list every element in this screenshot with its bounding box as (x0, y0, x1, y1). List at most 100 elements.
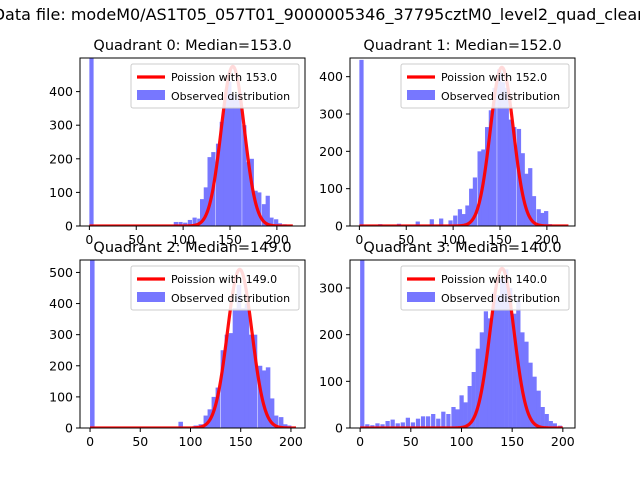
histogram-bar (469, 188, 474, 226)
legend-box (400, 265, 570, 311)
subplot-quadrant-3: 0 50 100 150 200 0 100 200 300 Poission with 140.… (319, 240, 576, 449)
histogram-bar (282, 424, 288, 428)
histogram-bar (410, 422, 416, 428)
histogram-bar (89, 58, 94, 226)
histogram-bar (236, 284, 242, 428)
histogram-bar (524, 173, 529, 226)
histogram-bar (240, 308, 246, 428)
histogram-bar (265, 367, 271, 428)
histogram-bar (269, 398, 275, 428)
histogram-bar (242, 125, 247, 226)
y-tick-label: 0 (65, 421, 73, 436)
y-tick-label: 0 (335, 219, 343, 234)
histogram-bar (475, 348, 480, 428)
histogram-bar (375, 423, 380, 428)
histogram-bar (461, 214, 466, 226)
histogram-bar (492, 87, 497, 226)
histogram-bar (232, 308, 238, 428)
histogram-bar (219, 121, 224, 226)
figure-title: Data file: modeM0/AS1T05_057T01_90000053… (0, 5, 640, 25)
legend-box (400, 63, 570, 109)
subplot-title: Quadrant 1: Median=152.0 (363, 38, 561, 54)
x-tick-label: 100 (171, 232, 195, 247)
plot-area (358, 59, 570, 226)
plot-area (88, 260, 298, 428)
x-tick-label: 150 (500, 434, 524, 449)
legend-label-poisson: Poission with 153.0 (171, 71, 277, 84)
subplot-title: Quadrant 2: Median=149.0 (93, 240, 291, 256)
x-tick-label: 50 (403, 434, 419, 449)
histogram-bar (528, 362, 533, 428)
histogram-bar (531, 196, 537, 226)
histogram-bar (540, 407, 545, 428)
histogram-bar (487, 318, 493, 428)
histogram-bar (477, 151, 482, 226)
legend-label-poisson: Poission with 152.0 (441, 71, 547, 84)
y-tick-label: 400 (319, 69, 343, 84)
subplot-quadrant-2: 0 50 100 150 200 0 100 200 300 400 500 Poission wit… (49, 240, 306, 449)
histogram-bar (227, 81, 232, 226)
axes-frame (79, 57, 306, 227)
histogram-bar (465, 205, 470, 226)
histogram-bar (536, 209, 541, 226)
legend-label-observed: Observed distribution (441, 90, 560, 103)
y-tick-label: 300 (319, 281, 343, 296)
x-tick-label: 150 (488, 232, 512, 247)
legend-box (130, 63, 300, 109)
histogram-bar (224, 334, 230, 428)
histogram-bar (228, 333, 234, 428)
histogram-bar (261, 204, 267, 226)
histogram-bar (230, 94, 235, 226)
histogram-bar (463, 402, 468, 428)
histogram-bar (459, 395, 464, 428)
axes-frame (349, 259, 576, 429)
histogram-bar (395, 423, 400, 428)
histogram-bar (360, 260, 365, 428)
histogram-bar (385, 421, 390, 428)
histogram-bar (446, 414, 451, 428)
legend: Poission with 153.0 Observed distribution (130, 63, 300, 109)
x-tick-label: 200 (535, 232, 559, 247)
histogram-bar (207, 157, 212, 226)
legend-box (130, 265, 300, 311)
x-tick-label: 100 (441, 232, 465, 247)
histogram-bar (405, 417, 410, 428)
histogram-bar (472, 177, 478, 226)
histogram-bar (508, 288, 513, 428)
subplot-quadrant-0: 0 50 100 150 200 0 100 200 300 400 Poission with 1… (49, 38, 306, 247)
histogram-bar (192, 217, 197, 226)
histogram-bar (220, 350, 226, 428)
x-tick-label: 0 (355, 232, 363, 247)
y-tick-label: 200 (49, 151, 73, 166)
histogram-bar (500, 278, 505, 428)
x-tick-label: 0 (86, 434, 94, 449)
histogram-bar (520, 332, 525, 428)
histogram-bar (451, 407, 456, 428)
y-tick-label: 100 (49, 389, 73, 404)
histogram-bar (244, 303, 250, 428)
histogram-bar (455, 409, 460, 428)
histogram-bar (544, 211, 549, 226)
histogram-bar (274, 219, 279, 226)
poisson-curve (359, 266, 564, 428)
histogram-bar (504, 269, 509, 428)
histogram-bar (491, 292, 497, 428)
histogram-bar (90, 260, 95, 428)
legend: Poission with 140.0 Observed distribution (400, 265, 570, 311)
histogram-bar (178, 221, 183, 226)
x-tick-label: 150 (229, 434, 253, 449)
legend-label-observed: Observed distribution (171, 292, 290, 305)
histogram-bar (257, 192, 262, 226)
legend-swatch-observed (407, 292, 435, 302)
histogram-bar (261, 370, 267, 428)
legend: Poission with 149.0 Observed distribution (130, 265, 300, 311)
histogram-bar (400, 422, 405, 428)
histogram-bar (495, 295, 501, 428)
histogram-bar (426, 416, 431, 428)
histogram-bar (173, 221, 178, 226)
y-tick-label: 300 (49, 327, 73, 342)
histogram-bar (269, 217, 274, 226)
histogram-bar (248, 334, 254, 428)
histogram-bar (203, 415, 209, 428)
x-tick-label: 0 (85, 232, 93, 247)
